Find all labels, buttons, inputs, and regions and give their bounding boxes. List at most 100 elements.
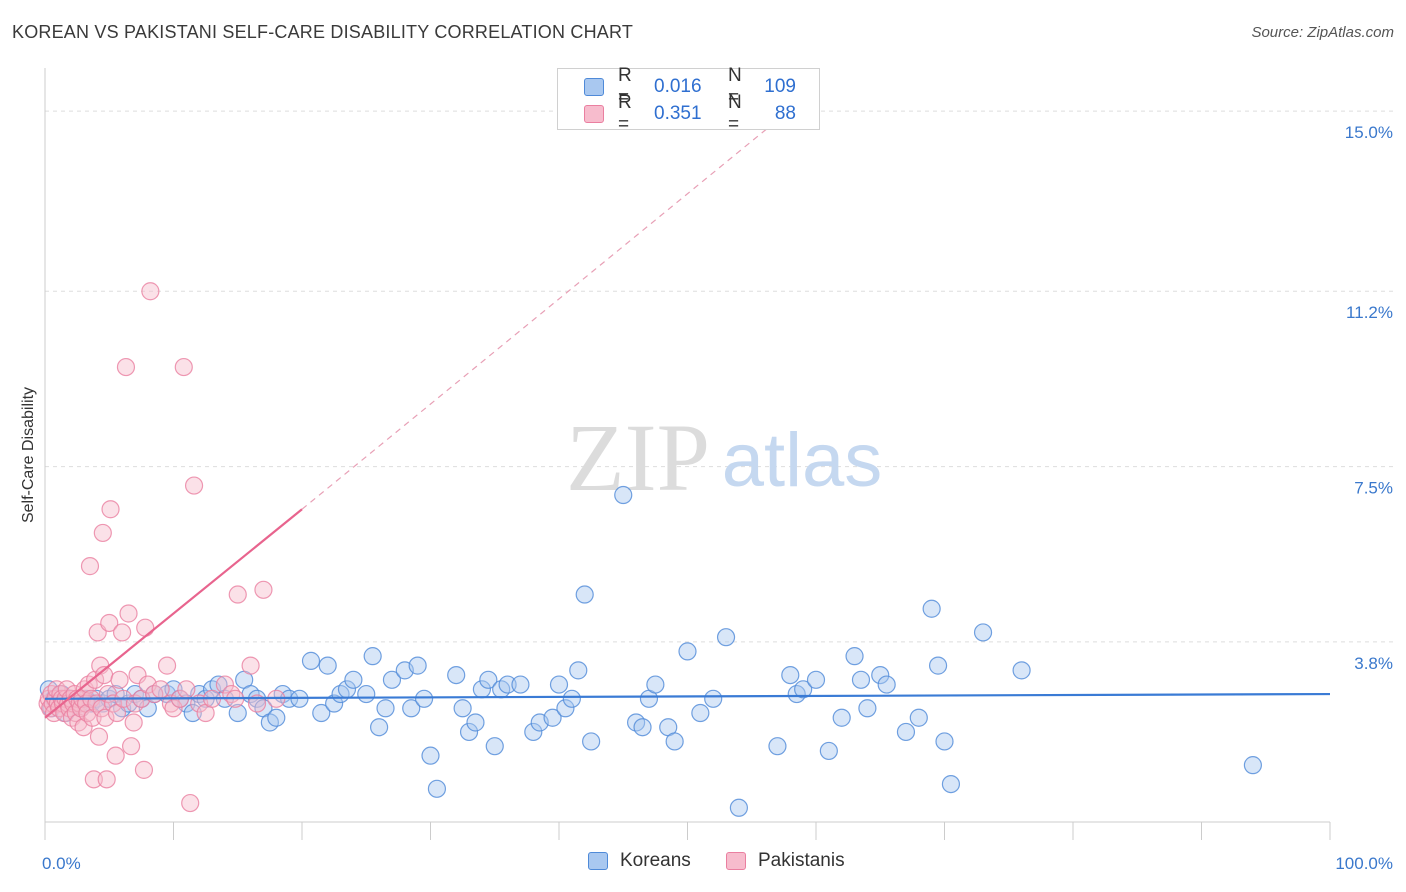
pakistani-point — [164, 699, 183, 718]
koreans-legend-swatch-icon — [588, 852, 608, 870]
pakistani-point — [100, 613, 119, 633]
korean-point — [646, 675, 665, 694]
pakistani-point — [141, 282, 160, 301]
korean-point — [183, 703, 202, 723]
pakistani-r-value: 0.351 — [654, 103, 702, 124]
koreans-trend-line — [44, 692, 1331, 700]
korean-point — [370, 718, 389, 737]
pakistani-r-label: R = — [618, 92, 632, 135]
korean-point — [806, 670, 826, 689]
korean-point — [941, 774, 961, 794]
korean-point — [511, 675, 530, 694]
grid-lines — [45, 110, 1395, 643]
pakistani-point — [110, 670, 129, 689]
korean-point — [858, 699, 877, 718]
koreans-legend-label: Koreans — [620, 850, 691, 871]
korean-n-label: N = — [728, 65, 742, 108]
korean-point — [318, 656, 337, 675]
pakistani-swatch-icon — [584, 105, 604, 123]
source-label: Source: ZipAtlas.com — [1251, 24, 1394, 41]
korean-point — [832, 708, 851, 727]
x-tick-label-min: 0.0% — [42, 854, 81, 873]
korean-point — [851, 670, 871, 689]
korean-point — [357, 684, 376, 704]
korean-point — [479, 670, 498, 689]
korean-point — [928, 656, 948, 675]
korean-r-value: 0.016 — [654, 76, 702, 97]
watermark-atlas: atlas — [722, 418, 883, 503]
korean-point — [543, 708, 562, 727]
pakistani-point — [177, 680, 196, 699]
pakistani-point — [134, 760, 154, 779]
pakistani-point — [96, 708, 115, 727]
pakistani-point — [241, 656, 260, 675]
korean-point — [344, 670, 363, 689]
pakistani-point — [93, 523, 112, 543]
korean-point — [729, 798, 749, 817]
korean-point — [382, 670, 402, 689]
pakistani-point — [174, 357, 193, 377]
pakistanis-legend-label: Pakistanis — [758, 850, 845, 871]
korean-point — [678, 642, 697, 661]
y-tick-label: 3.8% — [1354, 654, 1393, 673]
korean-point — [562, 689, 581, 708]
korean-point — [267, 708, 286, 727]
pakistani-point — [97, 770, 116, 789]
watermark-zip: ZIP — [566, 404, 710, 511]
pakistani-point — [89, 727, 109, 746]
pakistani-point — [112, 623, 132, 642]
korean-point — [614, 485, 633, 505]
x-tick-label-max: 100.0% — [1335, 854, 1393, 873]
korean-point — [312, 703, 331, 723]
pakistani-n-value: 88 — [774, 103, 796, 124]
pakistani-point — [247, 694, 267, 713]
pakistani-point — [136, 618, 155, 637]
korean-swatch-icon — [584, 78, 604, 96]
legend-item-pakistanis[interactable]: Pakistanis — [726, 850, 845, 872]
korean-point — [704, 689, 723, 708]
korean-point — [871, 665, 890, 685]
korean-point — [485, 737, 504, 756]
korean-point — [819, 741, 838, 761]
korean-point — [909, 708, 928, 727]
legend-row-pakistani: R = 0.351 N = 88 — [584, 92, 796, 135]
pakistani-point — [184, 476, 204, 495]
chart-title: KOREAN VS PAKISTANI SELF-CARE DISABILITY… — [12, 22, 634, 42]
pakistani-point — [254, 580, 273, 599]
legend-row-korean: R = 0.016 N = 109 — [584, 65, 796, 108]
korean-points — [39, 485, 1263, 817]
korean-point — [453, 699, 472, 718]
pakistani-point — [101, 500, 120, 519]
korean-point — [408, 656, 427, 675]
korean-point — [877, 675, 896, 694]
pakistani-point — [116, 357, 136, 377]
y-axis-label: Self-Care Disability — [20, 386, 37, 524]
legend-item-koreans[interactable]: Koreans — [588, 850, 691, 872]
korean-point — [402, 699, 421, 718]
korean-point — [414, 689, 434, 708]
korean-point — [973, 623, 993, 642]
korean-point — [427, 779, 447, 798]
y-tick-label: 7.5% — [1354, 479, 1393, 498]
trend-lines — [44, 124, 1331, 719]
pakistani-point — [157, 656, 177, 675]
korean-point — [421, 746, 440, 765]
y-tick-label: 11.2% — [1346, 303, 1393, 322]
stats-legend: R = 0.016 N = 109 R = 0.351 N = 88 — [557, 65, 820, 135]
pakistani-points — [38, 282, 286, 813]
korean-point — [1243, 756, 1263, 775]
korean-point — [556, 699, 575, 718]
korean-point — [1012, 661, 1031, 680]
korean-point — [781, 665, 800, 685]
korean-point — [768, 737, 787, 756]
pakistani-point — [121, 737, 141, 756]
korean-point — [569, 661, 588, 680]
korean-point — [228, 703, 247, 723]
pakistani-point — [181, 793, 200, 813]
korean-point — [922, 599, 941, 618]
korean-point — [575, 585, 594, 604]
y-tick-label: 15.0% — [1345, 123, 1393, 142]
korean-point — [466, 713, 485, 732]
watermark: ZIP atlas — [566, 404, 882, 511]
korean-point — [896, 722, 916, 742]
